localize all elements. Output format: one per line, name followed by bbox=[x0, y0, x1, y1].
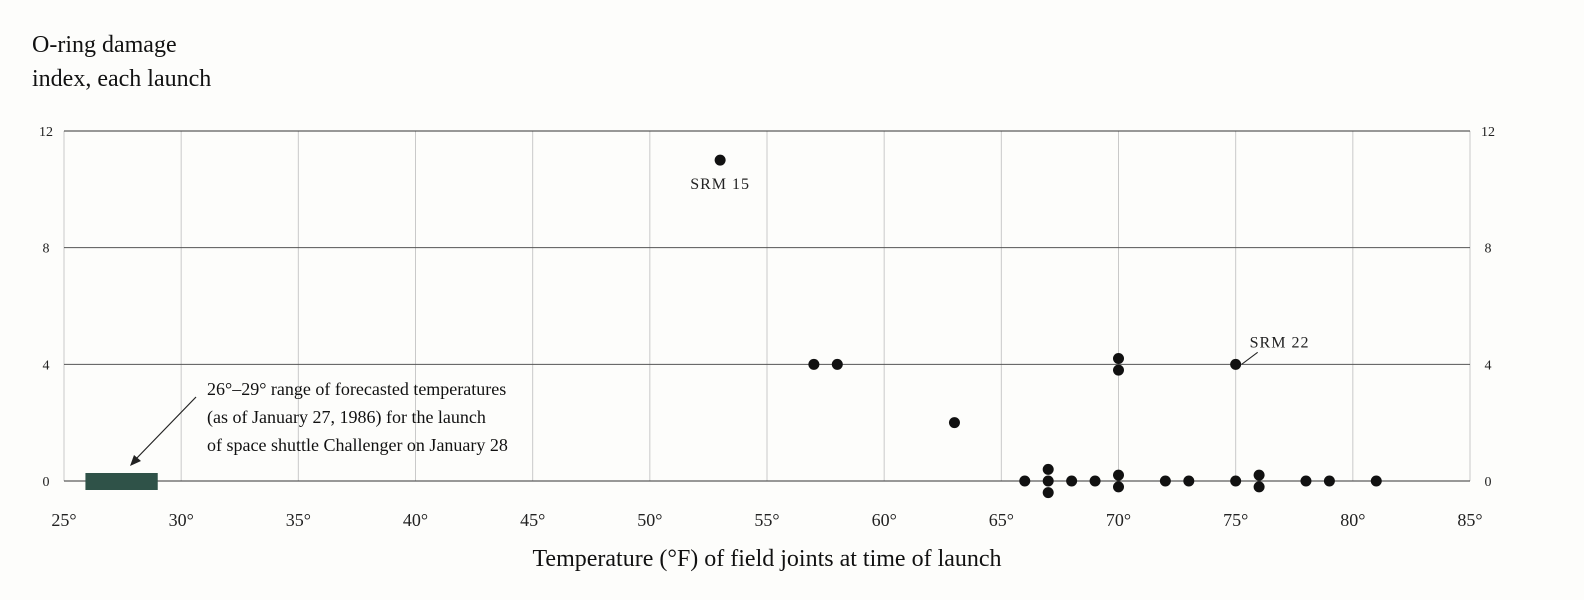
data-point bbox=[1042, 487, 1054, 499]
point-label-srm15: SRM 15 bbox=[690, 176, 750, 193]
x-tick-label: 70° bbox=[1106, 510, 1131, 530]
x-tick-label: 25° bbox=[51, 510, 76, 530]
data-point bbox=[1066, 475, 1078, 487]
y-tick-label-left: 8 bbox=[43, 242, 50, 257]
forecast-range-bar bbox=[85, 473, 158, 490]
y-tick-label-right: 0 bbox=[1485, 475, 1492, 490]
y-tick-label-left: 0 bbox=[43, 475, 50, 490]
data-point bbox=[831, 358, 843, 370]
data-point bbox=[1370, 475, 1382, 487]
x-tick-label: 50° bbox=[637, 510, 662, 530]
x-tick-label: 45° bbox=[520, 510, 545, 530]
data-point bbox=[1159, 475, 1171, 487]
data-point bbox=[1230, 475, 1242, 487]
x-tick-label: 55° bbox=[754, 510, 779, 530]
x-tick-label: 75° bbox=[1223, 510, 1248, 530]
data-point bbox=[1113, 364, 1124, 376]
annotation-arrow-line bbox=[133, 396, 197, 462]
data-point bbox=[1019, 475, 1031, 487]
data-point bbox=[1113, 353, 1124, 364]
data-point bbox=[1253, 481, 1265, 493]
data-point bbox=[1253, 469, 1265, 481]
x-tick-label: 80° bbox=[1340, 510, 1365, 530]
point-label-srm22: SRM 22 bbox=[1250, 334, 1310, 351]
data-point bbox=[1323, 475, 1335, 487]
y-axis-title-line-1: O-ring damage bbox=[32, 32, 177, 58]
y-axis-title-line-2: index, each launch bbox=[32, 66, 212, 92]
data-point bbox=[1300, 475, 1312, 487]
y-tick-label-right: 8 bbox=[1485, 242, 1492, 257]
data-point bbox=[1042, 475, 1054, 487]
point-label-leader bbox=[1241, 351, 1258, 365]
data-point bbox=[1113, 469, 1124, 481]
data-point bbox=[714, 154, 726, 166]
y-tick-label-right: 4 bbox=[1485, 358, 1492, 373]
data-point bbox=[1230, 358, 1242, 370]
annotation-arrow-head bbox=[130, 455, 141, 466]
y-axis-title: O-ring damage index, each launch bbox=[32, 28, 211, 96]
x-tick-label: 85° bbox=[1457, 510, 1482, 530]
data-point bbox=[948, 417, 960, 429]
data-point bbox=[1183, 475, 1195, 487]
x-tick-label: 65° bbox=[989, 510, 1014, 530]
x-axis-title: Temperature (°F) of field joints at time… bbox=[532, 546, 1001, 572]
x-tick-label: 30° bbox=[169, 510, 194, 530]
data-point bbox=[1042, 463, 1054, 475]
data-point bbox=[1113, 481, 1124, 493]
forecast-note-line: 26°–29° range of forecasted temperatures bbox=[207, 379, 506, 399]
x-tick-label: 40° bbox=[403, 510, 428, 530]
y-tick-label-left: 4 bbox=[43, 358, 50, 373]
forecast-note-line: of space shuttle Challenger on January 2… bbox=[207, 435, 508, 455]
y-tick-label-right: 12 bbox=[1481, 125, 1495, 140]
x-tick-label: 60° bbox=[872, 510, 897, 530]
forecast-note-line: (as of January 27, 1986) for the launch bbox=[207, 407, 486, 428]
x-tick-label: 35° bbox=[286, 510, 311, 530]
y-tick-label-left: 12 bbox=[39, 125, 53, 140]
data-point bbox=[1089, 475, 1101, 487]
data-point bbox=[808, 358, 820, 370]
